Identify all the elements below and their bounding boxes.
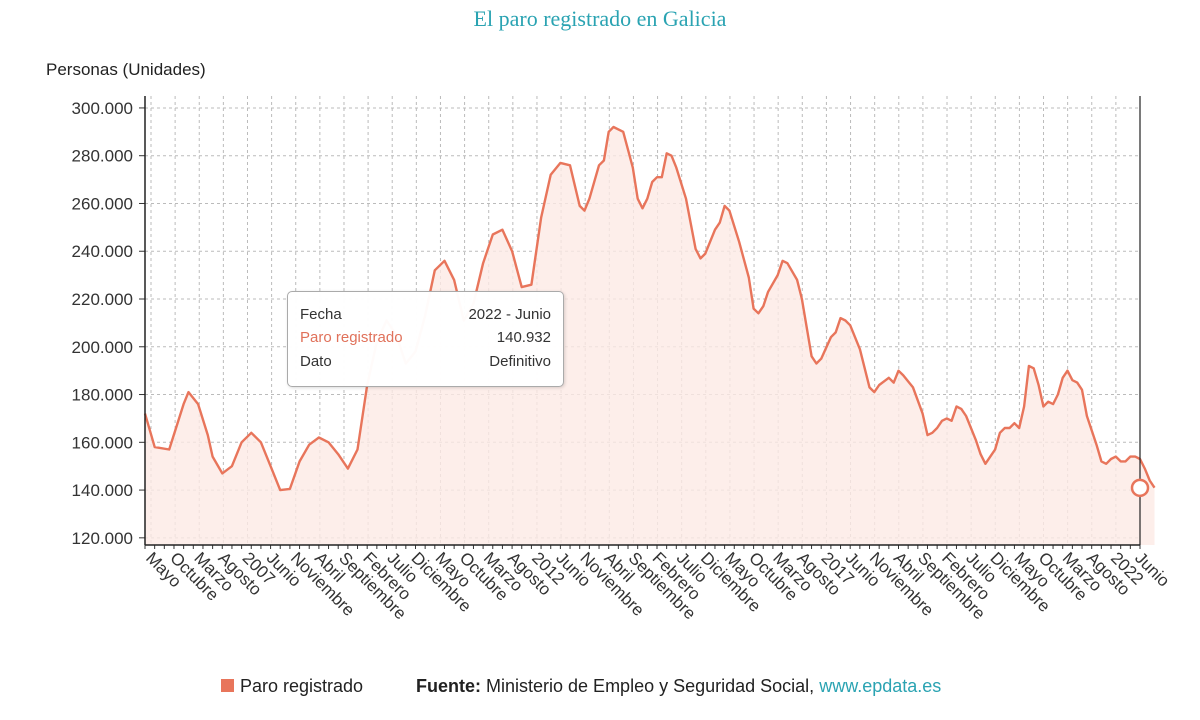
y-tick-label: 260.000	[72, 194, 133, 213]
y-tick-label: 240.000	[72, 242, 133, 261]
tooltip-dato-value: Definitivo	[489, 353, 551, 370]
y-tick-label: 280.000	[72, 147, 133, 166]
y-tick-labels: 120.000 140.000 160.000 180.000 200.000 220.0…	[72, 99, 133, 548]
data-tooltip: Fecha 2022 - Junio Paro registrado 140.9…	[287, 291, 564, 387]
series-area	[145, 127, 1155, 545]
y-tick-label: 300.000	[72, 99, 133, 118]
tooltip-paro-value: 140.932	[496, 329, 551, 346]
y-tick-label: 120.000	[72, 529, 133, 548]
y-tick-label: 220.000	[72, 290, 133, 309]
source-credit: Fuente: Ministerio de Empleo y Seguridad…	[416, 676, 941, 697]
y-tick-label: 180.000	[72, 386, 133, 405]
tooltip-row-paro: Paro registrado 140.932	[300, 329, 551, 349]
source-text: Ministerio de Empleo y Seguridad Social,	[486, 676, 815, 696]
area-fill-group	[145, 127, 1155, 545]
y-tick-label: 200.000	[72, 338, 133, 357]
y-tick-label: 160.000	[72, 433, 133, 452]
tooltip-paro-key: Paro registrado	[300, 329, 403, 346]
tooltip-dato-key: Dato	[300, 353, 332, 370]
y-tick-label: 140.000	[72, 481, 133, 500]
tooltip-row-dato: Dato Definitivo	[300, 353, 551, 373]
chart-title: El paro registrado en Galicia	[473, 6, 727, 31]
tooltip-row-fecha: Fecha 2022 - Junio	[300, 306, 551, 326]
x-tick-labels: MayoOctubreMarzoAgosto2007JunioNoviembre…	[142, 548, 1173, 623]
tooltip-fecha-value: 2022 - Junio	[468, 306, 551, 323]
source-link[interactable]: www.epdata.es	[819, 676, 942, 696]
legend-swatch[interactable]	[221, 679, 234, 692]
legend-label[interactable]: Paro registrado	[240, 676, 364, 696]
source-label: Fuente:	[416, 676, 481, 696]
axes	[139, 96, 1141, 549]
tooltip-fecha-key: Fecha	[300, 306, 342, 323]
y-axis-title: Personas (Unidades)	[46, 60, 206, 79]
highlight-marker	[1130, 478, 1150, 498]
highlight-marker-group	[1130, 478, 1150, 498]
